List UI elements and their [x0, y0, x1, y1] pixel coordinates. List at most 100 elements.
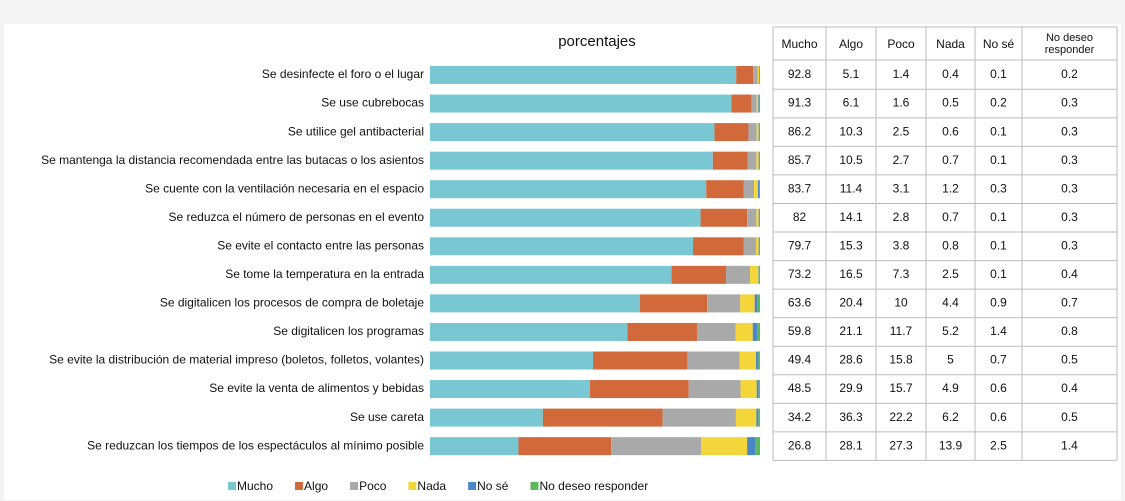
y-tick-label: Se use careta: [350, 410, 424, 424]
table-cell: 3.8: [893, 238, 910, 252]
table-cell: 3.1: [893, 181, 910, 195]
table-cell: 0.1: [990, 210, 1007, 224]
bar-segment: [542, 408, 663, 427]
table-cell: 0.5: [1061, 353, 1078, 367]
bar-segment: [726, 265, 751, 284]
bar-segment: [759, 123, 760, 142]
bar-segment: [758, 408, 760, 427]
table-cell: 4.9: [942, 381, 959, 395]
legend-swatch: [408, 482, 417, 490]
table-cell: 0.5: [942, 96, 959, 110]
bar-segment: [758, 380, 760, 399]
table-cell: 0.4: [1061, 381, 1078, 395]
bar-segment: [707, 294, 741, 313]
y-tick-label: Se desinfecte el foro o el lugar: [262, 67, 424, 81]
bar-segment: [430, 437, 519, 456]
table-cell: 79.7: [788, 238, 812, 252]
legend-swatch: [350, 482, 359, 490]
table-cell: 15.7: [889, 381, 913, 395]
table-cell: 0.8: [942, 238, 959, 252]
bar-segment: [757, 294, 760, 313]
table-cell: 36.3: [839, 410, 863, 424]
table-cell: 1.4: [893, 67, 910, 81]
bar-segment: [430, 208, 701, 227]
bar-segment: [758, 265, 760, 284]
bar-segment: [430, 180, 707, 199]
table-cell: 20.4: [839, 296, 863, 310]
table-cell: 28.1: [839, 438, 863, 452]
legend-label: No sé: [477, 479, 509, 493]
bar-segment: [731, 94, 752, 113]
bar-segment: [735, 408, 757, 427]
table-header: Nada: [936, 38, 965, 50]
table-cell: 21.1: [839, 324, 863, 338]
table-cell: 86.2: [788, 124, 812, 138]
table-cell: 0.1: [990, 238, 1007, 252]
bar-segment: [758, 94, 760, 113]
bar-segment: [756, 208, 759, 227]
table-cell: 0.1: [990, 124, 1007, 138]
bar-segment: [758, 180, 760, 199]
table-cell: 48.5: [788, 381, 812, 395]
table-cell: 15.8: [889, 353, 913, 367]
bar-segment: [756, 123, 759, 142]
table-cell: 22.2: [889, 410, 913, 424]
bar-segment: [430, 322, 628, 341]
table-cell: 0.6: [990, 381, 1007, 395]
table-cell: 0.2: [1061, 67, 1078, 81]
table-cell: 10: [894, 296, 908, 310]
chart-title: porcentajes: [558, 33, 636, 50]
bar-segment: [740, 294, 755, 313]
bar-segment: [752, 322, 758, 341]
table-cell: 0.4: [942, 67, 959, 81]
table-cell: 2.5: [893, 124, 910, 138]
bar-segment: [430, 351, 594, 370]
table-cell: 82: [793, 210, 807, 224]
table-cell: 4.4: [942, 296, 959, 310]
table-cell: 0.1: [990, 267, 1007, 281]
bar-segment: [430, 123, 715, 142]
bar-segment: [696, 322, 736, 341]
table-cell: 91.3: [788, 96, 812, 110]
table-cell: 14.1: [839, 210, 863, 224]
bar-segment: [755, 437, 760, 456]
bar-segment: [735, 322, 753, 341]
header-text: No sé: [982, 36, 1015, 51]
table-cell: 1.6: [893, 96, 910, 110]
bar-segment: [754, 180, 759, 199]
table-cell: 0.3: [1061, 210, 1078, 224]
legend-swatch: [295, 482, 304, 490]
table-cell: 0.2: [990, 96, 1007, 110]
table-cell: 6.2: [942, 410, 959, 424]
table-cell: 29.9: [839, 381, 863, 395]
table-cell: 11.7: [890, 324, 913, 338]
bar-segment: [757, 322, 760, 341]
bar-segment: [627, 322, 697, 341]
bar-segment: [736, 66, 754, 84]
table-cell: 1.4: [990, 324, 1007, 338]
bar-segment: [639, 294, 708, 313]
table-cell: 26.8: [788, 438, 812, 452]
y-tick-label: Se evite la venta de alimentos y bebidas: [209, 381, 424, 395]
bar-segment: [430, 265, 672, 284]
table-cell: 0.1: [990, 67, 1007, 81]
bar-segment: [687, 351, 740, 370]
y-tick-label: Se mantenga la distancia recomendada ent…: [41, 153, 424, 167]
y-tick-label: Se digitalicen los procesos de compra de…: [160, 296, 424, 310]
bar-segment: [590, 380, 689, 399]
bar-segment: [671, 265, 727, 284]
table-cell: 0.7: [942, 153, 959, 167]
legend-swatch: [228, 482, 236, 490]
table-cell: 5.1: [843, 67, 860, 81]
bar-segment: [518, 437, 612, 456]
y-tick-label: Se utilice gel antibacterial: [288, 124, 424, 138]
bar-segment: [430, 380, 591, 399]
table-cell: 15.3: [839, 238, 863, 252]
table-cell: 0.3: [990, 181, 1007, 195]
table-cell: 5.2: [942, 324, 959, 338]
table-cell: 6.1: [843, 96, 860, 110]
bar-segment: [759, 66, 760, 84]
header-text: Algo: [838, 36, 864, 51]
y-tick-label: Se tome la temperatura en la entrada: [225, 267, 424, 281]
